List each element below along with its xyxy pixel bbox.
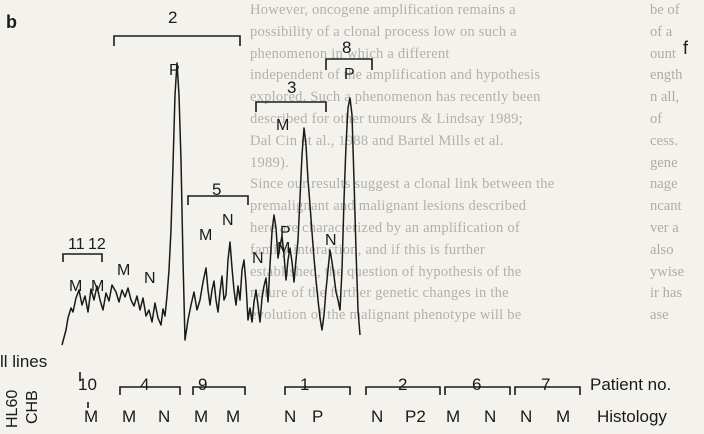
peak-group-label: 3 xyxy=(287,78,297,97)
bracket-2 xyxy=(113,35,241,46)
background-text-line: phenomenon in which a different xyxy=(250,45,450,62)
patient-number: 6 xyxy=(472,375,482,394)
background-text-line: family interaction, and if this is furth… xyxy=(250,241,485,258)
patient-number: 10 xyxy=(78,375,97,394)
histology-label: M xyxy=(556,407,571,426)
bracket-patient-2 xyxy=(365,386,441,395)
peak-group-label: 8 xyxy=(342,38,352,57)
peak-label: M xyxy=(91,278,105,295)
background-text-line: here are characterized by an amplificati… xyxy=(250,219,520,236)
peak-label: P xyxy=(280,224,291,241)
background-text-line: described for other tumours & Lindsay 19… xyxy=(250,110,523,127)
cell-lines-label: ll lines xyxy=(0,352,48,371)
histology-label: P xyxy=(312,407,324,426)
background-text-line: Since our results suggest a clonal link … xyxy=(250,176,555,193)
background-text-line: However, oncogene amplification remains … xyxy=(250,2,516,18)
bracket-5 xyxy=(187,195,249,205)
panel-label-b: b xyxy=(6,12,17,32)
bracket-8 xyxy=(325,58,373,70)
peak-label: P xyxy=(344,66,355,83)
histology-label: M xyxy=(122,407,137,426)
cell-line-hl60: HL60 xyxy=(4,389,21,428)
peak-group-label: 5 xyxy=(212,180,222,199)
bracket-patient-4 xyxy=(119,386,181,395)
background-right-line: nage xyxy=(650,176,678,193)
peak-label: N xyxy=(222,212,234,229)
background-right-line: n all, xyxy=(650,89,680,106)
peak-label: M xyxy=(276,117,290,134)
background-right-line: of xyxy=(650,110,663,127)
densitometry-trace xyxy=(61,62,361,346)
cell-line-chb: CHB xyxy=(24,390,41,424)
background-text-line: independent of the amplification and hyp… xyxy=(250,67,541,84)
background-right-line: gene xyxy=(650,154,678,171)
peak-label: N xyxy=(144,270,156,287)
peak-label: N xyxy=(325,232,337,249)
background-right-line: ywise xyxy=(650,263,685,280)
background-right-line: of a xyxy=(650,23,673,40)
bracket-patient-9 xyxy=(192,386,208,395)
histology-label: M xyxy=(446,407,461,426)
patient-number: 9 xyxy=(198,375,208,394)
background-right-line: cess. xyxy=(650,132,678,149)
patient-number: 2 xyxy=(398,375,408,394)
patient-axis-label: Patient no. xyxy=(590,375,672,394)
bracket-patient-6 xyxy=(444,386,511,395)
histology-axis-label: Histology xyxy=(597,407,667,426)
background-right-line: ver a xyxy=(650,219,679,236)
peak-label: M xyxy=(117,262,131,279)
background-right-column-text: be of of a ount ength n all, of cess. gene nage n… xyxy=(650,0,704,434)
background-right-line: ength xyxy=(650,67,683,84)
background-text-line: nature of the further genetic changes in… xyxy=(250,285,509,302)
peak-label: M xyxy=(199,227,213,244)
background-paper-text: However, oncogene amplification remains … xyxy=(250,0,630,434)
background-right-line: also xyxy=(650,241,674,258)
bracket-patient-7 xyxy=(514,386,581,395)
patient-number: 1 xyxy=(300,375,310,394)
background-text-line: evolution of the malignant phenotype wil… xyxy=(250,307,522,324)
histology-label: M xyxy=(194,407,209,426)
background-right-line: ncant xyxy=(650,198,682,215)
histology-label: N xyxy=(520,407,533,426)
histology-label: P2 xyxy=(405,407,426,426)
background-right-line: ir has xyxy=(650,285,683,302)
peak-label: M xyxy=(277,240,291,257)
background-right-line: be of xyxy=(650,2,680,18)
histology-label: N xyxy=(158,407,171,426)
peak-label: 11 xyxy=(68,236,85,253)
background-right-line: ase xyxy=(650,307,669,324)
peak-label: M xyxy=(69,278,83,295)
patient-number: 4 xyxy=(140,375,150,394)
peak-label: 12 xyxy=(88,236,106,253)
peak-label: P xyxy=(169,62,180,79)
background-text-line: Dal Cin et al., 1988 and Bartel Mills et… xyxy=(250,132,504,149)
patient-number: 7 xyxy=(541,375,551,394)
background-text-line: 1989). xyxy=(250,154,289,171)
background-text-line: possibility of a clonal process low on s… xyxy=(250,23,517,40)
histology-label: N xyxy=(371,407,384,426)
bracket-patient-1 xyxy=(284,386,351,395)
peak-label: N xyxy=(252,250,264,267)
background-text-line: established, the question of hypothesis … xyxy=(250,263,522,280)
bracket-patient-9b xyxy=(208,386,246,395)
background-text-line: premalignant and malignant lesions descr… xyxy=(250,198,527,215)
peak-group-label: 2 xyxy=(168,8,178,27)
background-text-line: explored. Such a phenomenon has recently… xyxy=(250,89,541,106)
panel-label-f: f xyxy=(683,38,689,58)
bracket-3 xyxy=(255,101,327,112)
histology-label: M xyxy=(84,407,99,426)
histology-label: M xyxy=(226,407,241,426)
background-right-line: ount xyxy=(650,45,676,62)
histology-label: N xyxy=(284,407,297,426)
histology-label: N xyxy=(484,407,497,426)
bracket-1112 xyxy=(62,253,103,262)
